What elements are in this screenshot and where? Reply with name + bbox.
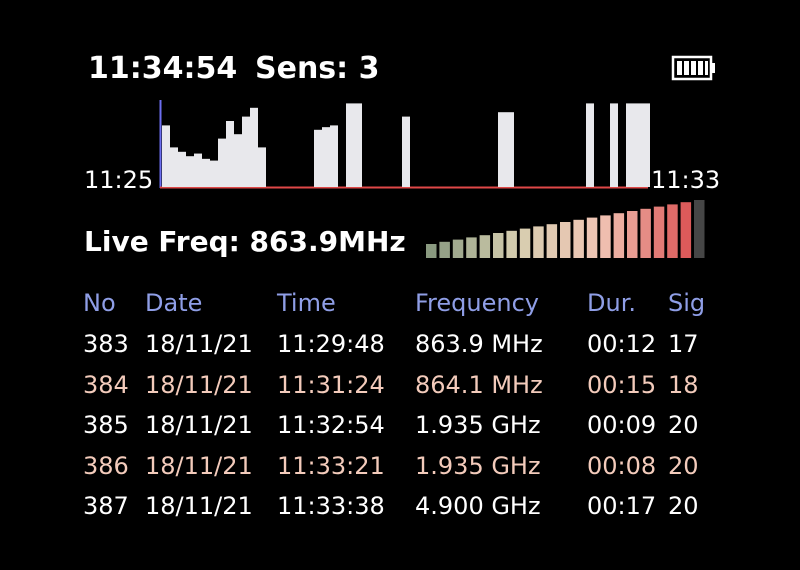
- table-cell: 20: [668, 492, 699, 520]
- meter-bar: [533, 226, 544, 258]
- graph-end-label: 11:33: [651, 166, 721, 194]
- meter-bar: [613, 213, 625, 258]
- meter-bar: [426, 244, 437, 258]
- activity-graph: [162, 103, 650, 187]
- table-cell: 00:08: [587, 451, 657, 480]
- table-cell: 864.1 MHz: [415, 370, 543, 399]
- table-cell: 384: [83, 370, 129, 399]
- battery-cell: [684, 61, 689, 75]
- table-cell: 11:33:21: [277, 451, 385, 480]
- activity-bar: [258, 147, 266, 187]
- activity-bar: [178, 151, 186, 187]
- table-cell: 383: [83, 330, 129, 358]
- activity-bar: [234, 134, 242, 187]
- table-cell: 00:12: [587, 330, 657, 358]
- table-cell: 00:15: [587, 370, 657, 399]
- activity-bar: [162, 125, 170, 187]
- activity-bar: [634, 103, 642, 187]
- column-header: Time: [277, 289, 336, 317]
- activity-bar: [186, 156, 194, 187]
- meter-bar: [466, 237, 477, 258]
- table-cell: 386: [83, 451, 129, 480]
- meter-bar: [653, 206, 665, 258]
- table-cell: 4.900 GHz: [415, 492, 541, 520]
- table-cell: 00:17: [587, 492, 657, 520]
- table-cell: 18/11/21: [145, 330, 253, 358]
- meter-bar: [493, 233, 504, 258]
- battery-icon: [671, 55, 715, 81]
- table-cell: 11:33:38: [277, 492, 385, 520]
- activity-bar: [346, 103, 354, 187]
- meter-bar: [479, 235, 491, 258]
- table-cell: 17: [668, 330, 699, 358]
- meter-bar: [573, 219, 584, 258]
- column-header: Sig: [668, 289, 706, 317]
- signal-meter: [426, 200, 705, 258]
- graph-start-label: 11:25: [84, 166, 154, 194]
- column-header: Dur.: [587, 289, 636, 317]
- table-cell: 387: [83, 492, 129, 520]
- meter-bar: [667, 204, 678, 258]
- meter-bar: [586, 217, 598, 258]
- activity-bar: [498, 112, 506, 187]
- meter-bar: [452, 239, 464, 258]
- meter-bar: [560, 222, 571, 258]
- activity-bar: [506, 112, 514, 187]
- battery-cell: [691, 61, 696, 75]
- table-cell: 863.9 MHz: [415, 330, 543, 358]
- clock: 11:34:54: [88, 51, 238, 86]
- meter-bar: [600, 215, 611, 258]
- battery-cell: [705, 61, 708, 75]
- live-frequency: Live Freq: 863.9MHz: [84, 225, 406, 258]
- activity-bar: [354, 103, 362, 187]
- meter-bar: [519, 228, 531, 258]
- table-cell: 18: [668, 370, 699, 399]
- activity-bar: [194, 153, 202, 187]
- activity-bar: [330, 125, 338, 187]
- activity-bar: [642, 103, 650, 187]
- table-cell: 1.935 GHz: [415, 451, 541, 480]
- table-cell: 18/11/21: [145, 492, 253, 520]
- meter-bar: [694, 200, 705, 258]
- meter-bar: [680, 202, 692, 258]
- table-cell: 11:32:54: [277, 411, 385, 439]
- table-cell: 18/11/21: [145, 370, 253, 399]
- column-header: Frequency: [415, 289, 539, 317]
- table-cell: 18/11/21: [145, 451, 253, 480]
- activity-bar: [250, 107, 258, 187]
- table-cell: 20: [668, 451, 699, 480]
- meter-bar: [439, 241, 450, 258]
- meter-bar: [640, 208, 651, 258]
- activity-bar: [626, 103, 634, 187]
- meter-bar: [627, 211, 638, 258]
- activity-bar: [242, 116, 250, 187]
- table-cell: 11:31:24: [277, 370, 385, 399]
- activity-bar: [210, 160, 218, 187]
- activity-bar: [202, 158, 210, 187]
- meter-bar: [506, 230, 517, 258]
- meter-bar: [546, 224, 558, 258]
- activity-bar: [610, 103, 618, 187]
- sensitivity: Sens: 3: [255, 51, 380, 86]
- battery-cell: [677, 61, 682, 75]
- activity-bar: [402, 116, 410, 187]
- table-cell: 1.935 GHz: [415, 411, 541, 439]
- activity-bar: [218, 138, 226, 187]
- column-header: Date: [145, 289, 203, 317]
- column-header: No: [83, 289, 116, 317]
- battery-tip: [711, 63, 715, 73]
- activity-bar: [314, 129, 322, 187]
- table-cell: 385: [83, 411, 129, 439]
- activity-bar: [322, 127, 330, 187]
- table-cell: 11:29:48: [277, 330, 385, 358]
- table-cell: 20: [668, 411, 699, 439]
- activity-bar: [226, 121, 234, 187]
- table-cell: 18/11/21: [145, 411, 253, 439]
- battery-cell: [698, 61, 703, 75]
- activity-bar: [586, 103, 594, 187]
- activity-bar: [170, 147, 178, 187]
- table-cell: 00:09: [587, 411, 657, 439]
